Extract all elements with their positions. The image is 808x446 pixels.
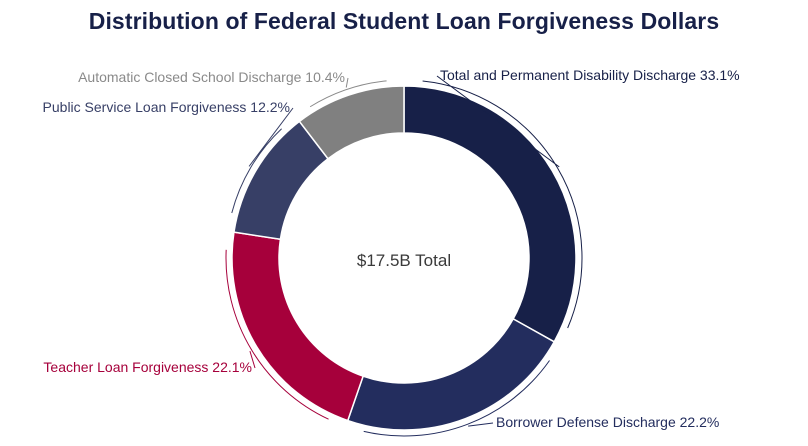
center-total-label: $17.5B Total (357, 251, 451, 270)
slice-automatic-closed-school (298, 85, 405, 160)
connector-public-service-loan-forgiveness (231, 107, 294, 214)
label-teacher-loan-forgiveness: Teacher Loan Forgiveness 22.1% (43, 359, 252, 375)
slice-teacher-loan-forgiveness (231, 231, 365, 422)
slice-total-permanent-disability (403, 85, 577, 343)
label-public-service-loan-forgiveness: Public Service Loan Forgiveness 12.2% (43, 99, 290, 115)
connector-teacher-loan-forgiveness (225, 249, 329, 420)
label-automatic-closed-school: Automatic Closed School Discharge 10.4% (78, 69, 345, 85)
connector-borrower-defense (363, 360, 550, 437)
label-total-permanent-disability: Total and Permanent Disability Discharge… (440, 67, 740, 83)
connector-automatic-closed-school (309, 77, 387, 108)
chart-title: Distribution of Federal Student Loan For… (88, 8, 720, 34)
label-borrower-defense: Borrower Defense Discharge 22.2% (496, 414, 719, 430)
connector-total-permanent-disability (422, 75, 583, 329)
